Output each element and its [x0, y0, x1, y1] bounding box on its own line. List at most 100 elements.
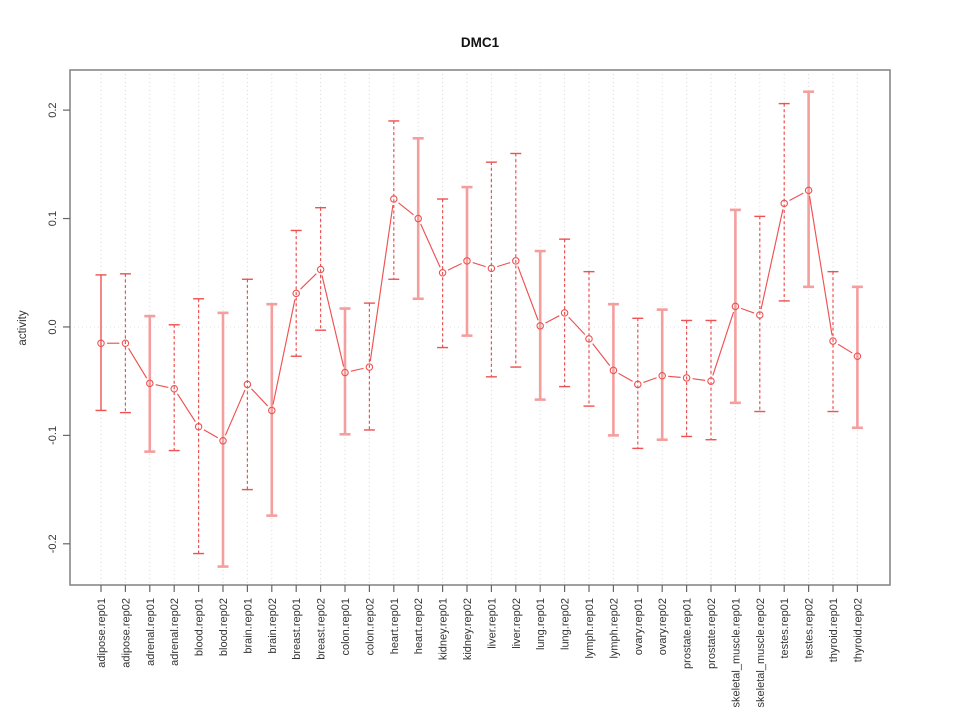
- x-tick-label: blood.rep01: [194, 598, 206, 656]
- data-point: [853, 352, 862, 360]
- series-line-segment: [740, 307, 755, 314]
- plot-border: [69, 69, 891, 586]
- series-line-segment: [251, 388, 269, 407]
- data-point: [97, 339, 105, 347]
- series-line-segment: [369, 204, 394, 362]
- y-tick-label: 0.1: [47, 211, 59, 226]
- x-tick-label: testes.rep02: [804, 598, 816, 659]
- data-point: [780, 199, 788, 208]
- data-point: [170, 385, 178, 393]
- data-point: [804, 186, 813, 195]
- series-line-segment: [789, 192, 804, 202]
- series-line-segment: [300, 273, 317, 290]
- y-tick-label: -0.2: [47, 534, 59, 553]
- y-tick-label: -0.1: [47, 426, 59, 445]
- x-tick-label: prostate.rep02: [706, 598, 718, 669]
- x-tick-label: lymph.rep01: [584, 598, 596, 659]
- x-tick-label: kidney.rep01: [438, 598, 450, 660]
- x-tick-label: adrenal.rep02: [169, 598, 181, 666]
- data-point: [634, 380, 642, 389]
- data-point: [731, 302, 740, 311]
- data-point: [536, 322, 544, 330]
- x-tick-label: brain.rep01: [242, 598, 254, 654]
- series-line-segment: [837, 343, 853, 354]
- x-tick-label: thyroid.rep01: [828, 598, 840, 662]
- series-line-segment: [472, 262, 486, 268]
- series-line-segment: [155, 384, 169, 389]
- x-tick-label: lung.rep01: [535, 598, 547, 650]
- series-line-segment: [568, 316, 586, 335]
- data-point: [268, 406, 276, 415]
- data-point: [316, 265, 325, 274]
- series-line-segment: [517, 266, 539, 321]
- x-tick-label: prostate.rep01: [682, 598, 694, 669]
- series-line-segment: [128, 348, 148, 379]
- data-point: [560, 309, 569, 317]
- series-line-segment: [321, 275, 345, 367]
- data-point: [585, 335, 593, 343]
- series-line-segment: [350, 367, 364, 372]
- x-tick-label: heart.rep02: [413, 598, 425, 654]
- series-line-segment: [712, 311, 735, 376]
- series-line-segment: [545, 315, 560, 324]
- data-point: [682, 374, 691, 382]
- x-tick-label: heart.rep01: [389, 598, 401, 654]
- data-point: [438, 268, 447, 277]
- y-tick-label: 0.2: [47, 102, 59, 117]
- data-point: [292, 289, 300, 298]
- data-point: [146, 379, 154, 388]
- series-line-segment: [668, 375, 681, 378]
- data-point: [487, 264, 496, 273]
- data-point: [414, 214, 422, 223]
- x-tick-label: kidney.rep02: [462, 598, 474, 660]
- data-point: [756, 311, 764, 319]
- x-tick-label: lung.rep02: [560, 598, 572, 650]
- x-tick-label: liver.rep01: [486, 598, 498, 649]
- series-line-segment: [592, 343, 611, 366]
- x-tick-label: blood.rep02: [218, 598, 230, 656]
- series-line-segment: [692, 378, 706, 381]
- x-tick-label: colon.rep01: [340, 598, 352, 656]
- data-point: [707, 377, 715, 385]
- x-tick-label: breast.rep02: [316, 598, 328, 660]
- data-point: [609, 366, 618, 375]
- x-tick-label: liver.rep02: [511, 598, 523, 649]
- data-point: [829, 337, 837, 345]
- x-tick-label: brain.rep02: [267, 598, 279, 654]
- x-tick-label: breast.rep01: [291, 598, 303, 660]
- y-axis-label: activity: [17, 310, 29, 345]
- x-tick-label: ovary.rep02: [657, 598, 669, 655]
- data-point: [121, 339, 130, 347]
- series-line-segment: [398, 202, 414, 216]
- data-point: [341, 368, 349, 377]
- series-line-segment: [808, 196, 833, 336]
- x-tick-label: lymph.rep02: [608, 598, 620, 659]
- data-point: [365, 363, 374, 371]
- data-point: [390, 195, 398, 203]
- x-tick-label: adipose.rep01: [96, 598, 108, 668]
- x-tick-label: skeletal_muscle.rep01: [730, 598, 742, 707]
- series-line-segment: [643, 377, 657, 383]
- data-point: [463, 257, 471, 265]
- x-tick-label: adipose.rep02: [120, 598, 132, 668]
- data-point: [512, 257, 520, 265]
- x-tick-label: testes.rep01: [779, 598, 791, 659]
- data-point: [243, 380, 252, 389]
- x-tick-label: adrenal.rep01: [145, 598, 157, 666]
- y-tick-label: 0.0: [47, 319, 59, 334]
- series-line-segment: [496, 262, 511, 268]
- x-tick-label: skeletal_muscle.rep02: [755, 598, 767, 707]
- x-tick-label: ovary.rep01: [633, 598, 645, 655]
- data-point: [219, 437, 227, 445]
- x-tick-label: colon.rep02: [364, 598, 376, 656]
- series-line-segment: [760, 209, 784, 310]
- series-line-segment: [618, 372, 633, 382]
- data-point: [194, 422, 203, 431]
- series-line-segment: [272, 299, 296, 405]
- series-line-segment: [224, 389, 246, 436]
- x-tick-label: thyroid.rep02: [852, 598, 864, 662]
- data-point: [658, 371, 666, 380]
- series-line-segment: [203, 429, 219, 439]
